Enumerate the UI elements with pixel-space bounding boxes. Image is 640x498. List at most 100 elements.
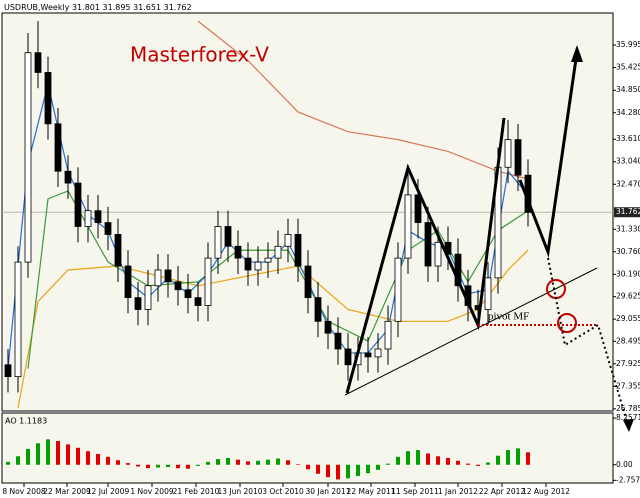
candle-body	[164, 269, 172, 283]
candle-body	[34, 52, 42, 73]
candle-body	[104, 222, 112, 235]
moving-average	[197, 20, 529, 180]
candle-body	[274, 245, 282, 259]
y-tick-label: 30.760	[616, 247, 640, 256]
ao-bar	[6, 461, 10, 465]
candle-body	[344, 348, 352, 366]
ao-bar	[176, 464, 180, 469]
x-tick-label: 22 Apr 2012	[479, 487, 526, 496]
candle-body	[264, 257, 272, 263]
ao-bar	[516, 448, 520, 465]
candle-body	[434, 241, 442, 267]
ao-bar	[116, 460, 120, 465]
y-tick-label: 35.425	[616, 63, 640, 72]
symbol: USDRUB,Weekly	[4, 3, 70, 12]
candle-body	[114, 234, 122, 267]
ao-bar	[156, 464, 160, 468]
y-tick-label: 32.470	[616, 179, 640, 188]
ao-bar	[376, 464, 380, 470]
y-tick-label: 27.355	[616, 381, 640, 390]
x-tick-label: 3 Oct 2010	[262, 487, 304, 496]
candle-body	[124, 265, 132, 299]
ao-plot	[6, 439, 530, 480]
ao-bar	[226, 457, 230, 465]
ao-bar	[206, 461, 210, 465]
annotations: Masterforex-V pivot MF AO 1.1183	[5, 43, 634, 432]
ao-bar	[356, 464, 360, 477]
y-tick-label: 34.850	[616, 85, 640, 94]
candle-body	[294, 234, 302, 267]
ao-bar	[136, 464, 140, 467]
ao-bar	[496, 455, 500, 465]
ao-bar	[16, 456, 20, 465]
candle-body	[234, 245, 242, 259]
ao-bar	[506, 450, 510, 465]
candle-body	[424, 222, 432, 267]
ao-bar	[216, 459, 220, 465]
ao-bar	[396, 456, 400, 465]
candle-body	[384, 320, 392, 350]
candle-body	[184, 289, 192, 299]
x-tick-label: 1 Nov 2009	[130, 487, 173, 496]
candle-body	[414, 194, 422, 223]
y-tick-label: 34.280	[616, 108, 640, 117]
candle-body	[304, 265, 312, 299]
ao-bar	[366, 464, 370, 474]
candle-body	[144, 285, 152, 310]
ao-bar	[186, 464, 190, 469]
high-value: 31.895	[103, 3, 131, 12]
ao-bar	[166, 464, 170, 468]
last-price-label: 31.762	[616, 207, 640, 216]
candle-body	[54, 123, 62, 172]
candle-body	[134, 297, 142, 310]
ao-bar	[476, 464, 480, 466]
x-tick-label: 1 Jan 2012	[438, 487, 478, 496]
x-tick-label: 8 Nov 2008	[2, 487, 45, 496]
ao-bar	[296, 464, 300, 465]
y-tick-label: 26.785	[616, 404, 640, 413]
ao-bar	[286, 460, 290, 465]
candle-body	[74, 182, 82, 227]
ao-bar	[196, 464, 200, 466]
ao-bar	[26, 448, 30, 465]
x-tick-label: 11 Sep 2011	[391, 487, 439, 496]
pivot-label: pivot MF	[488, 311, 529, 323]
last-price-box	[614, 207, 640, 218]
arrow-head	[623, 419, 634, 432]
zigzag	[345, 117, 506, 394]
ao-bar	[86, 451, 90, 465]
close-value: 31.762	[164, 3, 192, 12]
candle-body	[4, 364, 12, 378]
ao-bar	[236, 459, 240, 465]
candle-body	[84, 210, 92, 227]
candle-body	[24, 52, 32, 263]
ao-bar	[126, 463, 130, 465]
x-tick-label: 22 May 2011	[347, 487, 396, 496]
ao-bar	[526, 452, 530, 465]
ao-bar	[316, 464, 320, 474]
candle-body	[334, 332, 342, 350]
ao-bar	[446, 457, 450, 465]
candle-body	[204, 257, 212, 306]
candle-body	[484, 277, 492, 310]
forecast-arrow	[518, 51, 579, 258]
ao-bar	[56, 441, 60, 465]
candle-body	[64, 170, 72, 184]
ao-bar	[36, 443, 40, 465]
y-tick-label: 30.190	[616, 269, 640, 278]
ao-bar	[306, 464, 310, 470]
ao-bar	[436, 456, 440, 465]
ao-bar	[386, 463, 390, 465]
ao-bar	[466, 463, 470, 465]
candle-body	[404, 194, 412, 259]
x-tick-label: 12 Jul 2009	[87, 487, 130, 496]
candle-body	[44, 72, 52, 125]
y-tick-label: -2.7574	[616, 475, 640, 484]
low-value: 31.651	[133, 3, 161, 12]
candle-body	[214, 226, 222, 259]
open-value: 31.801	[72, 3, 100, 12]
x-tick-label: 30 Jan 2011	[306, 487, 351, 496]
y-tick-label: 33.040	[616, 157, 640, 166]
ao-bar	[266, 459, 270, 465]
